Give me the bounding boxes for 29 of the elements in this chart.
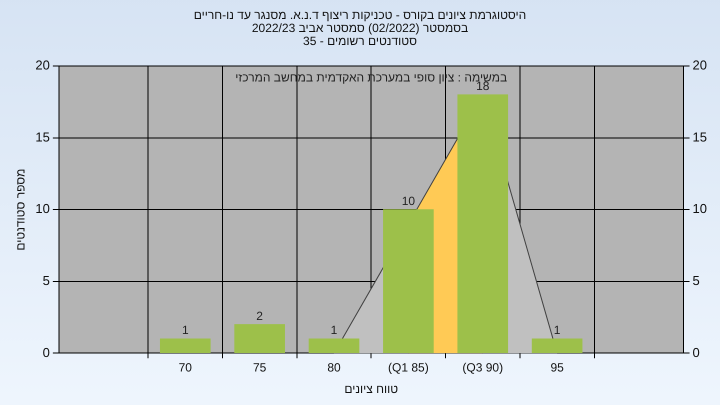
x-tick-label: 95 [550,360,564,375]
bar [308,338,360,354]
x-tick-label: 75 [252,360,267,375]
y2-tick-label: 0 [692,344,700,360]
bar [160,338,211,354]
y2-tick-label: 20 [692,58,708,73]
y2-tick-label: 5 [692,272,700,288]
y-tick-label: 10 [35,201,50,216]
bar [234,324,285,354]
y2-tick-label: 15 [692,129,708,144]
x-tick-label: (Q1 85) [388,360,429,375]
x-tick-label: 80 [327,360,342,375]
y-tick-label: 15 [35,129,50,144]
data-label: 1 [554,323,561,338]
data-label: 1 [182,323,189,338]
x-axis-title: טווח ציונים [344,382,398,396]
data-label: 2 [256,308,264,323]
y-tick-label: 5 [42,272,50,288]
y-tick-label: 0 [42,344,50,360]
bar [532,338,582,354]
x-tick-label: 70 [178,360,192,375]
chart-title: היסטוגרמת ציונים בקורס - טכניקות ריצוף ד.נ.א. מסנגר עד נו-חריים [192,8,528,22]
data-label: 1 [330,323,338,338]
y-axis-title: מספר סטודנטים [14,168,28,251]
data-label: 10 [402,194,416,208]
chart-subtitle: בסמסטר (02/2022) סמסטר אביב 2022/23 סטודנטים רשומים - 35 [250,21,470,48]
x-tick-label: (Q3 90) [462,360,504,375]
y2-tick-label: 10 [692,201,708,216]
y-tick-label: 20 [35,58,50,73]
